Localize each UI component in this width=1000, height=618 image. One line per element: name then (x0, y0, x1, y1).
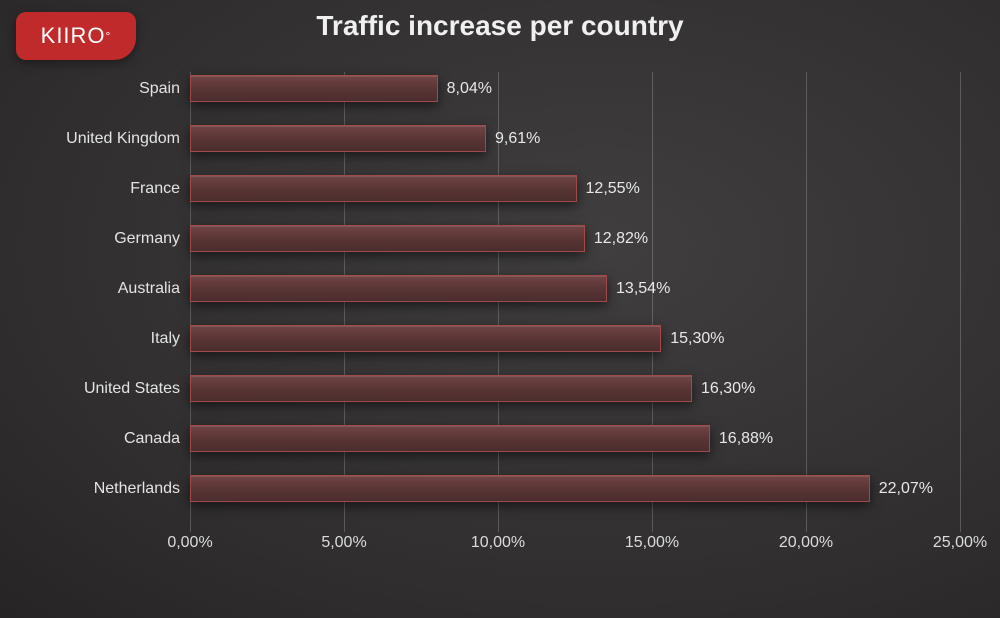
bar: 8,04% (190, 75, 438, 102)
bar: 12,82% (190, 225, 585, 252)
x-tick-label: 15,00% (625, 534, 679, 552)
x-axis: 0,00%5,00%10,00%15,00%20,00%25,00% (190, 534, 960, 564)
bar-value-label: 9,61% (485, 130, 540, 148)
bar: 16,30% (190, 375, 692, 402)
bar-value-label: 16,88% (709, 430, 773, 448)
bar-track: 9,61% (190, 122, 960, 155)
category-label: Netherlands (40, 480, 190, 498)
bar-row: France12,55% (40, 172, 960, 205)
bar: 13,54% (190, 275, 607, 302)
bar-track: 16,88% (190, 422, 960, 455)
bar-row: Netherlands22,07% (40, 472, 960, 505)
bar-chart: Spain8,04%United Kingdom9,61%France12,55… (40, 72, 960, 572)
bar: 22,07% (190, 475, 870, 502)
category-label: Germany (40, 230, 190, 248)
bar-track: 13,54% (190, 272, 960, 305)
bar-track: 12,82% (190, 222, 960, 255)
chart-title: Traffic increase per country (0, 10, 1000, 42)
bar-value-label: 12,55% (576, 180, 640, 198)
bar-row: Australia13,54% (40, 272, 960, 305)
bar-row: United Kingdom9,61% (40, 122, 960, 155)
bar-track: 12,55% (190, 172, 960, 205)
category-label: Canada (40, 430, 190, 448)
category-label: Spain (40, 80, 190, 98)
bar-row: Italy15,30% (40, 322, 960, 355)
category-label: Italy (40, 330, 190, 348)
bar: 16,88% (190, 425, 710, 452)
x-tick-label: 10,00% (471, 534, 525, 552)
bar-row: Canada16,88% (40, 422, 960, 455)
bar-track: 16,30% (190, 372, 960, 405)
category-label: Australia (40, 280, 190, 298)
bar-value-label: 15,30% (660, 330, 724, 348)
bar-row: Germany12,82% (40, 222, 960, 255)
x-tick-label: 25,00% (933, 534, 987, 552)
bar-value-label: 16,30% (691, 380, 755, 398)
x-tick-label: 0,00% (167, 534, 212, 552)
gridline (960, 72, 961, 532)
bar-value-label: 13,54% (606, 280, 670, 298)
category-label: United States (40, 380, 190, 398)
bar-track: 15,30% (190, 322, 960, 355)
bar: 9,61% (190, 125, 486, 152)
x-tick-label: 20,00% (779, 534, 833, 552)
category-label: United Kingdom (40, 130, 190, 148)
bar-value-label: 12,82% (584, 230, 648, 248)
x-tick-label: 5,00% (321, 534, 366, 552)
category-label: France (40, 180, 190, 198)
bar-track: 8,04% (190, 72, 960, 105)
bar-track: 22,07% (190, 472, 960, 505)
bar-value-label: 22,07% (869, 480, 933, 498)
bar-row: United States16,30% (40, 372, 960, 405)
bar-value-label: 8,04% (437, 80, 492, 98)
bar: 12,55% (190, 175, 577, 202)
bar: 15,30% (190, 325, 661, 352)
bar-row: Spain8,04% (40, 72, 960, 105)
